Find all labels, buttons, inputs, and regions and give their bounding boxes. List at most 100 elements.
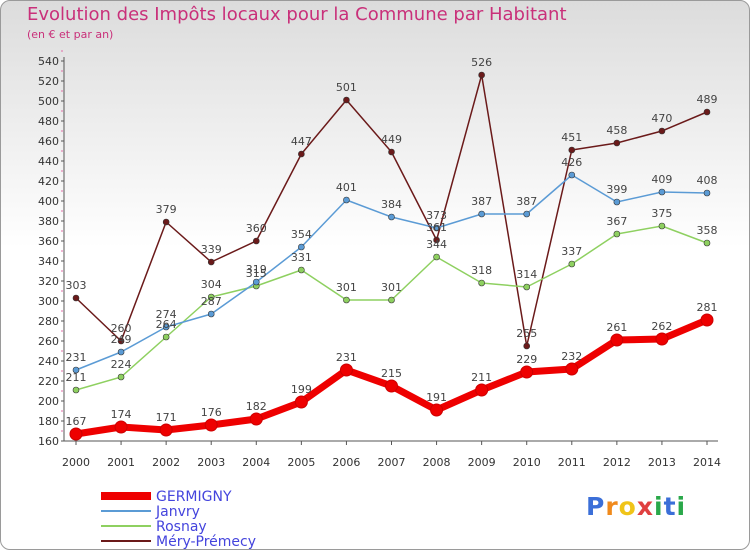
data-label-janvry: 408 [697, 174, 718, 187]
data-point-rosnay [433, 253, 440, 261]
data-point-mery-premecy [298, 150, 305, 158]
data-point-mery-premecy [388, 148, 395, 156]
data-label-mery-premecy: 361 [426, 221, 447, 234]
data-label-germigny: 229 [516, 353, 537, 366]
data-point-rosnay [207, 293, 215, 301]
data-point-rosnay [117, 373, 125, 381]
x-tick-label: 2013 [648, 456, 676, 469]
data-label-janvry: 387 [471, 195, 492, 208]
data-label-janvry: 399 [606, 183, 627, 196]
data-label-germigny: 191 [426, 391, 447, 404]
logo-letter: t [663, 492, 677, 521]
y-tick-label: 180 [38, 415, 59, 428]
data-label-mery-premecy: 255 [516, 327, 537, 340]
y-tick-label: 320 [38, 275, 59, 288]
data-point-janvry [523, 210, 531, 218]
data-point-rosnay [703, 239, 711, 247]
data-label-mery-premecy: 451 [561, 131, 582, 144]
logo-letter: i [676, 492, 687, 521]
data-label-rosnay: 367 [606, 215, 627, 228]
chart-title: Evolution des Impôts locaux pour la Comm… [27, 4, 567, 25]
data-label-mery-premecy: 526 [471, 56, 492, 69]
data-label-germigny: 231 [336, 351, 357, 364]
y-tick-label: 460 [38, 135, 59, 148]
x-tick-label: 2006 [332, 456, 360, 469]
data-label-rosnay: 331 [291, 251, 312, 264]
data-label-mery-premecy: 339 [201, 243, 222, 256]
data-label-germigny: 199 [291, 383, 312, 396]
data-point-mery-premecy [343, 96, 350, 104]
y-tick-label: 280 [38, 315, 59, 328]
data-point-germigny [69, 427, 83, 441]
x-tick-label: 2003 [197, 456, 225, 469]
y-tick-label: 360 [38, 235, 59, 248]
data-point-janvry [388, 213, 395, 221]
data-label-janvry: 373 [426, 209, 447, 222]
y-tick-label: 520 [38, 75, 59, 88]
x-tick-label: 2012 [603, 456, 631, 469]
data-label-rosnay: 375 [651, 207, 672, 220]
data-point-janvry [433, 224, 440, 232]
data-point-mery-premecy [207, 258, 215, 266]
data-point-janvry [207, 310, 215, 318]
data-label-janvry: 387 [516, 195, 537, 208]
x-tick-label: 2001 [107, 456, 135, 469]
data-point-janvry [252, 278, 260, 286]
y-tick-label: 260 [38, 335, 59, 348]
data-label-rosnay: 337 [561, 245, 582, 258]
data-label-rosnay: 224 [111, 358, 132, 371]
data-label-rosnay: 211 [66, 371, 87, 384]
x-tick-label: 2002 [152, 456, 180, 469]
data-label-germigny: 171 [156, 411, 177, 424]
data-label-rosnay: 315 [246, 267, 267, 280]
data-label-janvry: 426 [561, 156, 582, 169]
logo-letter: i [654, 492, 664, 521]
x-tick-label: 2004 [242, 456, 270, 469]
data-label-janvry: 231 [66, 351, 87, 364]
x-tick-label: 2011 [558, 456, 586, 469]
data-point-mery-premecy [117, 337, 125, 345]
legend-label-janvry: Janvry [155, 504, 200, 520]
data-point-germigny [430, 403, 444, 417]
y-tick-label: 240 [38, 355, 59, 368]
data-point-janvry [298, 243, 305, 251]
data-point-germigny [114, 420, 128, 434]
data-point-rosnay [568, 260, 576, 268]
data-label-germigny: 211 [471, 371, 492, 384]
data-label-germigny: 167 [66, 415, 87, 428]
x-tick-label: 2010 [513, 456, 541, 469]
data-point-germigny [475, 383, 489, 397]
y-tick-label: 160 [38, 435, 59, 448]
y-tick-label: 420 [38, 175, 59, 188]
y-tick-label: 220 [38, 375, 59, 388]
data-label-janvry: 274 [156, 308, 177, 321]
data-point-rosnay [388, 296, 395, 304]
data-label-rosnay: 344 [426, 238, 447, 251]
y-tick-label: 340 [38, 255, 59, 268]
data-point-janvry [162, 323, 170, 331]
y-tick-label: 300 [38, 295, 59, 308]
data-point-janvry [658, 188, 666, 196]
data-label-mery-premecy: 260 [111, 322, 132, 335]
y-tick-label: 500 [38, 95, 59, 108]
data-point-rosnay [343, 296, 350, 304]
data-label-germigny: 182 [246, 400, 267, 413]
data-point-mery-premecy [162, 218, 170, 226]
data-point-germigny [520, 365, 534, 379]
axes: 160 180 200 220 240 260 280 300 320 340 360 380 400 4… [38, 50, 721, 469]
data-label-janvry: 287 [201, 295, 222, 308]
x-tick-label: 2000 [62, 456, 90, 469]
x-tick-label: 2008 [423, 456, 451, 469]
data-label-janvry: 319 [246, 263, 267, 276]
data-label-mery-premecy: 447 [291, 135, 312, 148]
x-tick-label: 2005 [287, 456, 315, 469]
data-label-janvry: 249 [111, 333, 132, 346]
data-point-janvry [703, 189, 711, 197]
data-label-janvry: 354 [291, 228, 312, 241]
data-point-germigny [565, 362, 579, 376]
data-point-mery-premecy [658, 127, 666, 135]
data-point-mery-premecy [703, 108, 711, 116]
data-label-rosnay: 358 [697, 224, 718, 237]
